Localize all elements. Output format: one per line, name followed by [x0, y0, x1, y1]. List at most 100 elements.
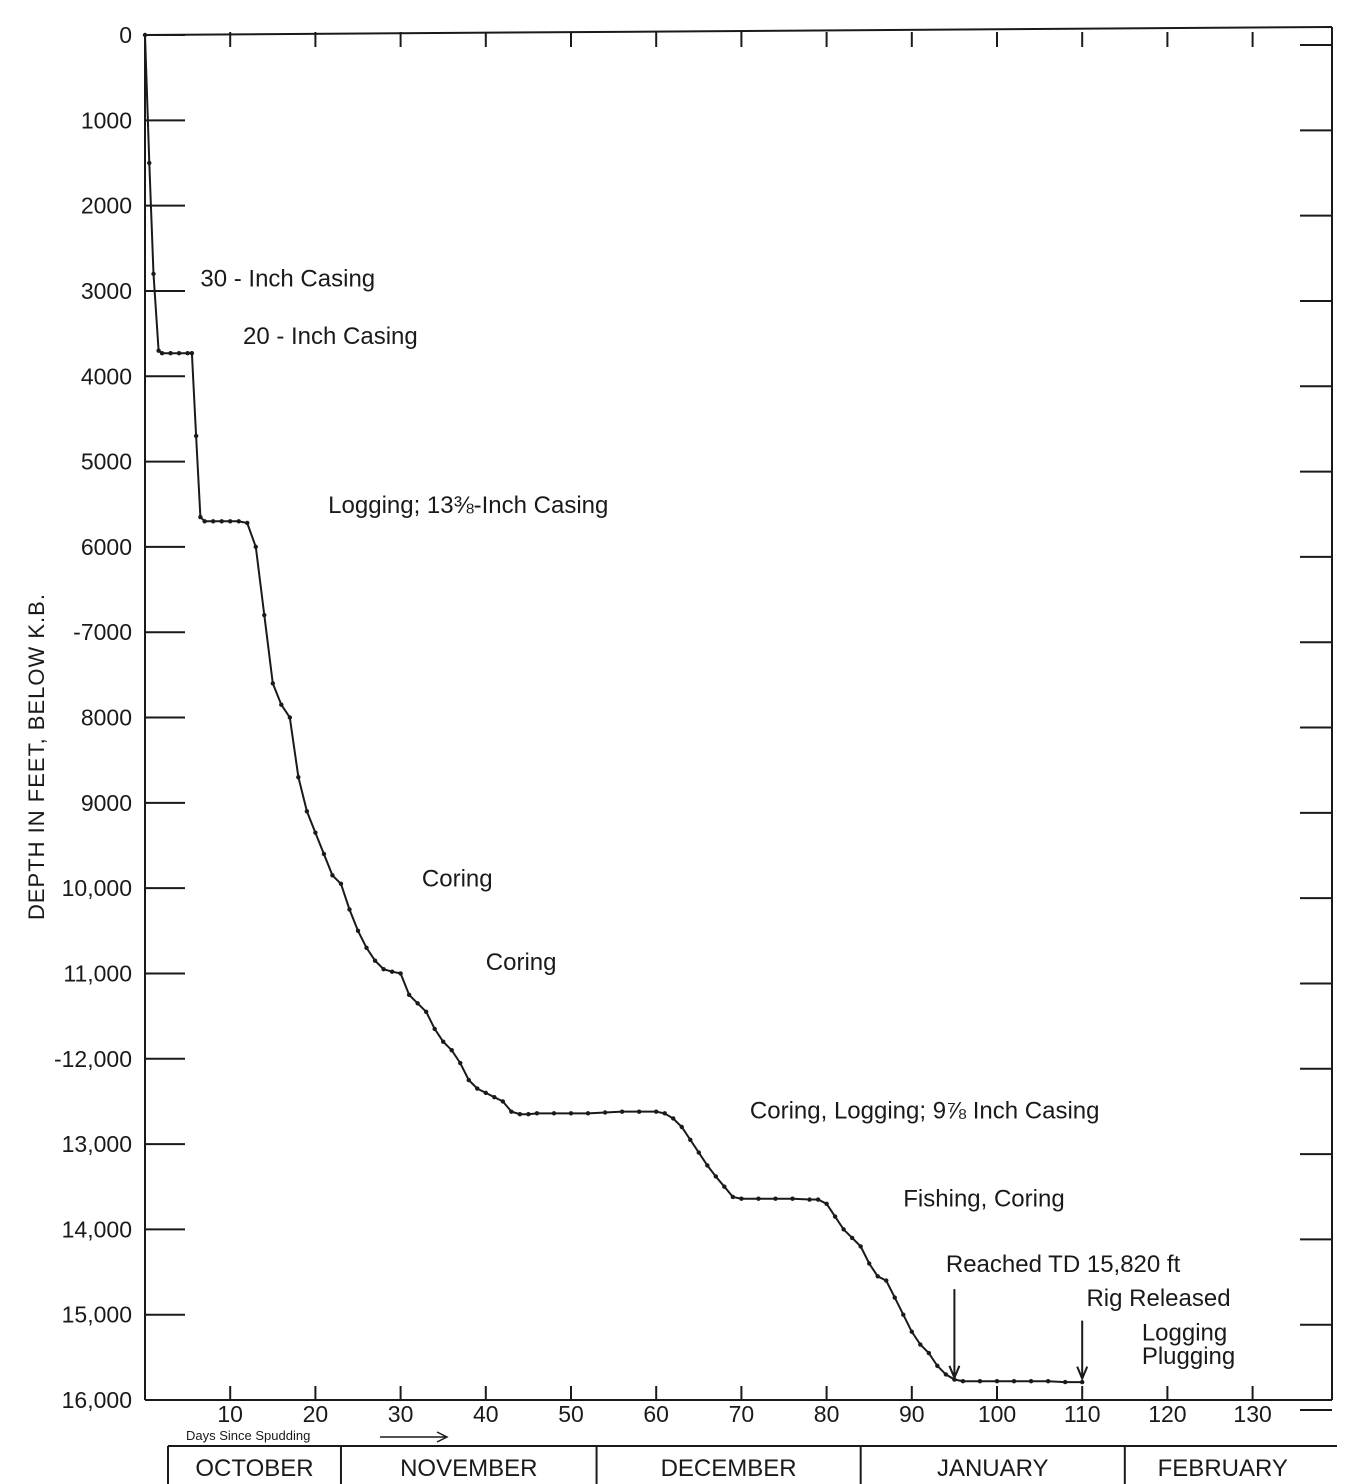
depth-point — [526, 1112, 531, 1117]
depth-point — [330, 873, 335, 878]
depth-point — [219, 519, 224, 524]
depth-point — [338, 881, 344, 887]
depth-point — [441, 1039, 446, 1044]
depth-point — [602, 1110, 608, 1115]
annotation-label: Logging; 13⅜-Inch Casing — [328, 492, 608, 519]
depth-point — [202, 519, 207, 524]
depth-point — [432, 1026, 437, 1032]
annotation-label: Reached TD 15,820 ft — [946, 1251, 1181, 1278]
annotation-label: Plugging — [1142, 1343, 1235, 1370]
depth-point — [475, 1086, 480, 1091]
x-axis-ticks: 10 20 30 40 50 60 70 80 90 100 110 120 130 — [217, 32, 1272, 1427]
annotation-label: Coring — [422, 865, 493, 892]
depth-point — [296, 775, 301, 780]
annotation-arrow — [948, 1289, 961, 1381]
depth-point — [423, 1009, 429, 1015]
depth-point — [147, 160, 152, 166]
x-tick-label: 130 — [1233, 1401, 1271, 1427]
depth-point — [458, 1060, 463, 1066]
depth-point — [671, 1116, 676, 1121]
depth-point — [185, 351, 190, 356]
depth-point — [304, 809, 310, 814]
depth-line — [144, 34, 1083, 1384]
y-tick-label: 10,000 — [62, 875, 132, 901]
depth-point — [739, 1196, 744, 1201]
depth-point — [355, 928, 361, 933]
depth-point — [151, 271, 156, 277]
depth-point — [960, 1379, 966, 1384]
depth-point — [815, 1197, 821, 1202]
y-tick-label: 9000 — [81, 790, 132, 816]
depth-point — [841, 1227, 846, 1232]
depth-point — [189, 351, 195, 356]
depth-point — [534, 1111, 540, 1116]
depth-point — [696, 1150, 701, 1155]
depth-point — [381, 966, 386, 972]
depth-point — [347, 907, 352, 912]
depth-point — [168, 351, 173, 356]
depth-point — [901, 1312, 906, 1317]
x-tick-label: 90 — [899, 1401, 925, 1427]
annotations: 30 - Inch Casing 20 - Inch Casing Logging;… — [200, 266, 1235, 1382]
depth-point — [994, 1379, 1000, 1384]
depth-point — [245, 520, 250, 526]
depth-point — [713, 1174, 719, 1179]
depth-point — [279, 702, 284, 707]
depth-point — [679, 1124, 684, 1130]
top-border — [144, 26, 1333, 36]
y-tick-label: 16,000 — [62, 1387, 132, 1413]
depth-point — [790, 1196, 795, 1201]
depth-point — [210, 519, 216, 524]
depth-point — [321, 851, 327, 857]
y-tick-label: 1000 — [81, 107, 132, 133]
x-tick-label: 40 — [473, 1401, 499, 1427]
depth-point — [262, 612, 267, 618]
depth-point — [884, 1278, 889, 1283]
x-tick-label: 50 — [558, 1401, 584, 1427]
depth-point — [509, 1109, 514, 1114]
depth-point — [875, 1274, 880, 1279]
depth-point — [159, 351, 165, 356]
depth-point — [807, 1197, 812, 1202]
depth-point — [500, 1099, 506, 1104]
depth-point — [705, 1163, 710, 1168]
depth-point — [398, 971, 403, 976]
month-label: NOVEMBER — [400, 1455, 537, 1482]
y-tick-label: 14,000 — [62, 1216, 132, 1242]
annotation-label: 30 - Inch Casing — [200, 266, 375, 293]
y-axis-label: DEPTH IN FEET, BELOW K.B. — [24, 593, 49, 920]
depth-point — [228, 519, 233, 524]
x-tick-label: 110 — [1064, 1401, 1101, 1427]
month-label: OCTOBER — [195, 1455, 313, 1482]
depth-point — [449, 1048, 454, 1053]
depth-point — [662, 1111, 667, 1116]
y-tick-label: 2000 — [81, 193, 132, 219]
y-tick-label: -12,000 — [54, 1046, 132, 1072]
depth-point — [156, 348, 161, 353]
annotation-label: Logging — [1142, 1319, 1227, 1346]
depth-point — [909, 1329, 914, 1334]
depth-point — [415, 1001, 420, 1006]
depth-point — [654, 1109, 659, 1114]
x-tick-label: 20 — [303, 1401, 329, 1427]
depth-point — [832, 1214, 838, 1219]
month-label: DECEMBER — [661, 1455, 797, 1482]
depth-point — [943, 1372, 949, 1377]
depth-point — [918, 1342, 923, 1347]
depth-point — [892, 1295, 897, 1300]
y-axis-ticks: 0 1000 2000 3000 4000 5000 6000 -7000 8000 9000 10… — [54, 22, 1332, 1413]
depth-point — [867, 1261, 872, 1266]
depth-point — [1011, 1379, 1017, 1384]
depth-point — [773, 1196, 778, 1201]
y-tick-label: 13,000 — [62, 1131, 132, 1157]
depth-point — [176, 351, 182, 356]
depth-point — [722, 1184, 727, 1189]
depth-point — [406, 992, 412, 997]
depth-point — [1028, 1379, 1034, 1384]
depth-point — [1080, 1379, 1085, 1385]
y-tick-label: -7000 — [73, 619, 132, 645]
depth-point — [1062, 1379, 1068, 1385]
x-tick-label: 100 — [978, 1401, 1016, 1427]
x-tick-label: 10 — [217, 1401, 243, 1427]
depth-point — [849, 1235, 855, 1241]
